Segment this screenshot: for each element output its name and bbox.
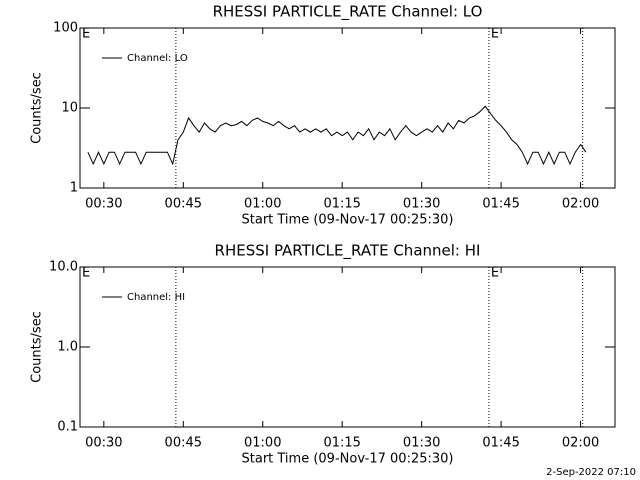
x-tick-label: 00:30 — [85, 197, 122, 212]
annotation: E — [491, 266, 499, 281]
legend-label: Channel: LO — [127, 53, 188, 64]
footer: 2-Sep-2022 07:10 — [546, 467, 636, 478]
annotation: E — [82, 27, 90, 42]
annotation: E — [82, 266, 90, 281]
x-tick-label: 02:00 — [562, 436, 599, 451]
chart-title: RHESSI PARTICLE_RATE Channel: HI — [215, 242, 481, 261]
x-tick-label: 00:45 — [165, 436, 202, 451]
legend-label: Channel: HI — [127, 292, 185, 303]
x-tick-label: 01:00 — [244, 436, 281, 451]
y-axis-label: Counts/sec — [30, 311, 45, 383]
x-tick-label: 00:30 — [85, 436, 122, 451]
y-tick-label: 100 — [53, 21, 78, 36]
y-axis-label: Counts/sec — [30, 72, 45, 144]
x-tick-label: 02:00 — [562, 197, 599, 212]
x-tick-label: 01:15 — [323, 436, 360, 451]
x-tick-label: 01:45 — [482, 436, 519, 451]
x-tick-label: 01:30 — [403, 197, 440, 212]
annotation: E — [491, 27, 499, 42]
x-tick-label: 01:45 — [482, 197, 519, 212]
data-line — [87, 105, 587, 166]
chart-title: RHESSI PARTICLE_RATE Channel: LO — [213, 3, 483, 22]
y-tick-label: 0.1 — [57, 420, 78, 435]
x-axis-label: Start Time (09-Nov-17 00:25:30) — [242, 213, 454, 228]
x-tick-label: 01:15 — [323, 197, 360, 212]
x-tick-label: 01:30 — [403, 436, 440, 451]
x-tick-label: 00:45 — [165, 197, 202, 212]
y-tick-label: 10.0 — [49, 260, 78, 275]
x-axis-label: Start Time (09-Nov-17 00:25:30) — [242, 452, 454, 467]
y-tick-label: 10 — [61, 101, 78, 116]
y-tick-label: 1 — [70, 181, 78, 196]
y-tick-label: 1.0 — [57, 340, 78, 355]
x-tick-label: 01:00 — [244, 197, 281, 212]
